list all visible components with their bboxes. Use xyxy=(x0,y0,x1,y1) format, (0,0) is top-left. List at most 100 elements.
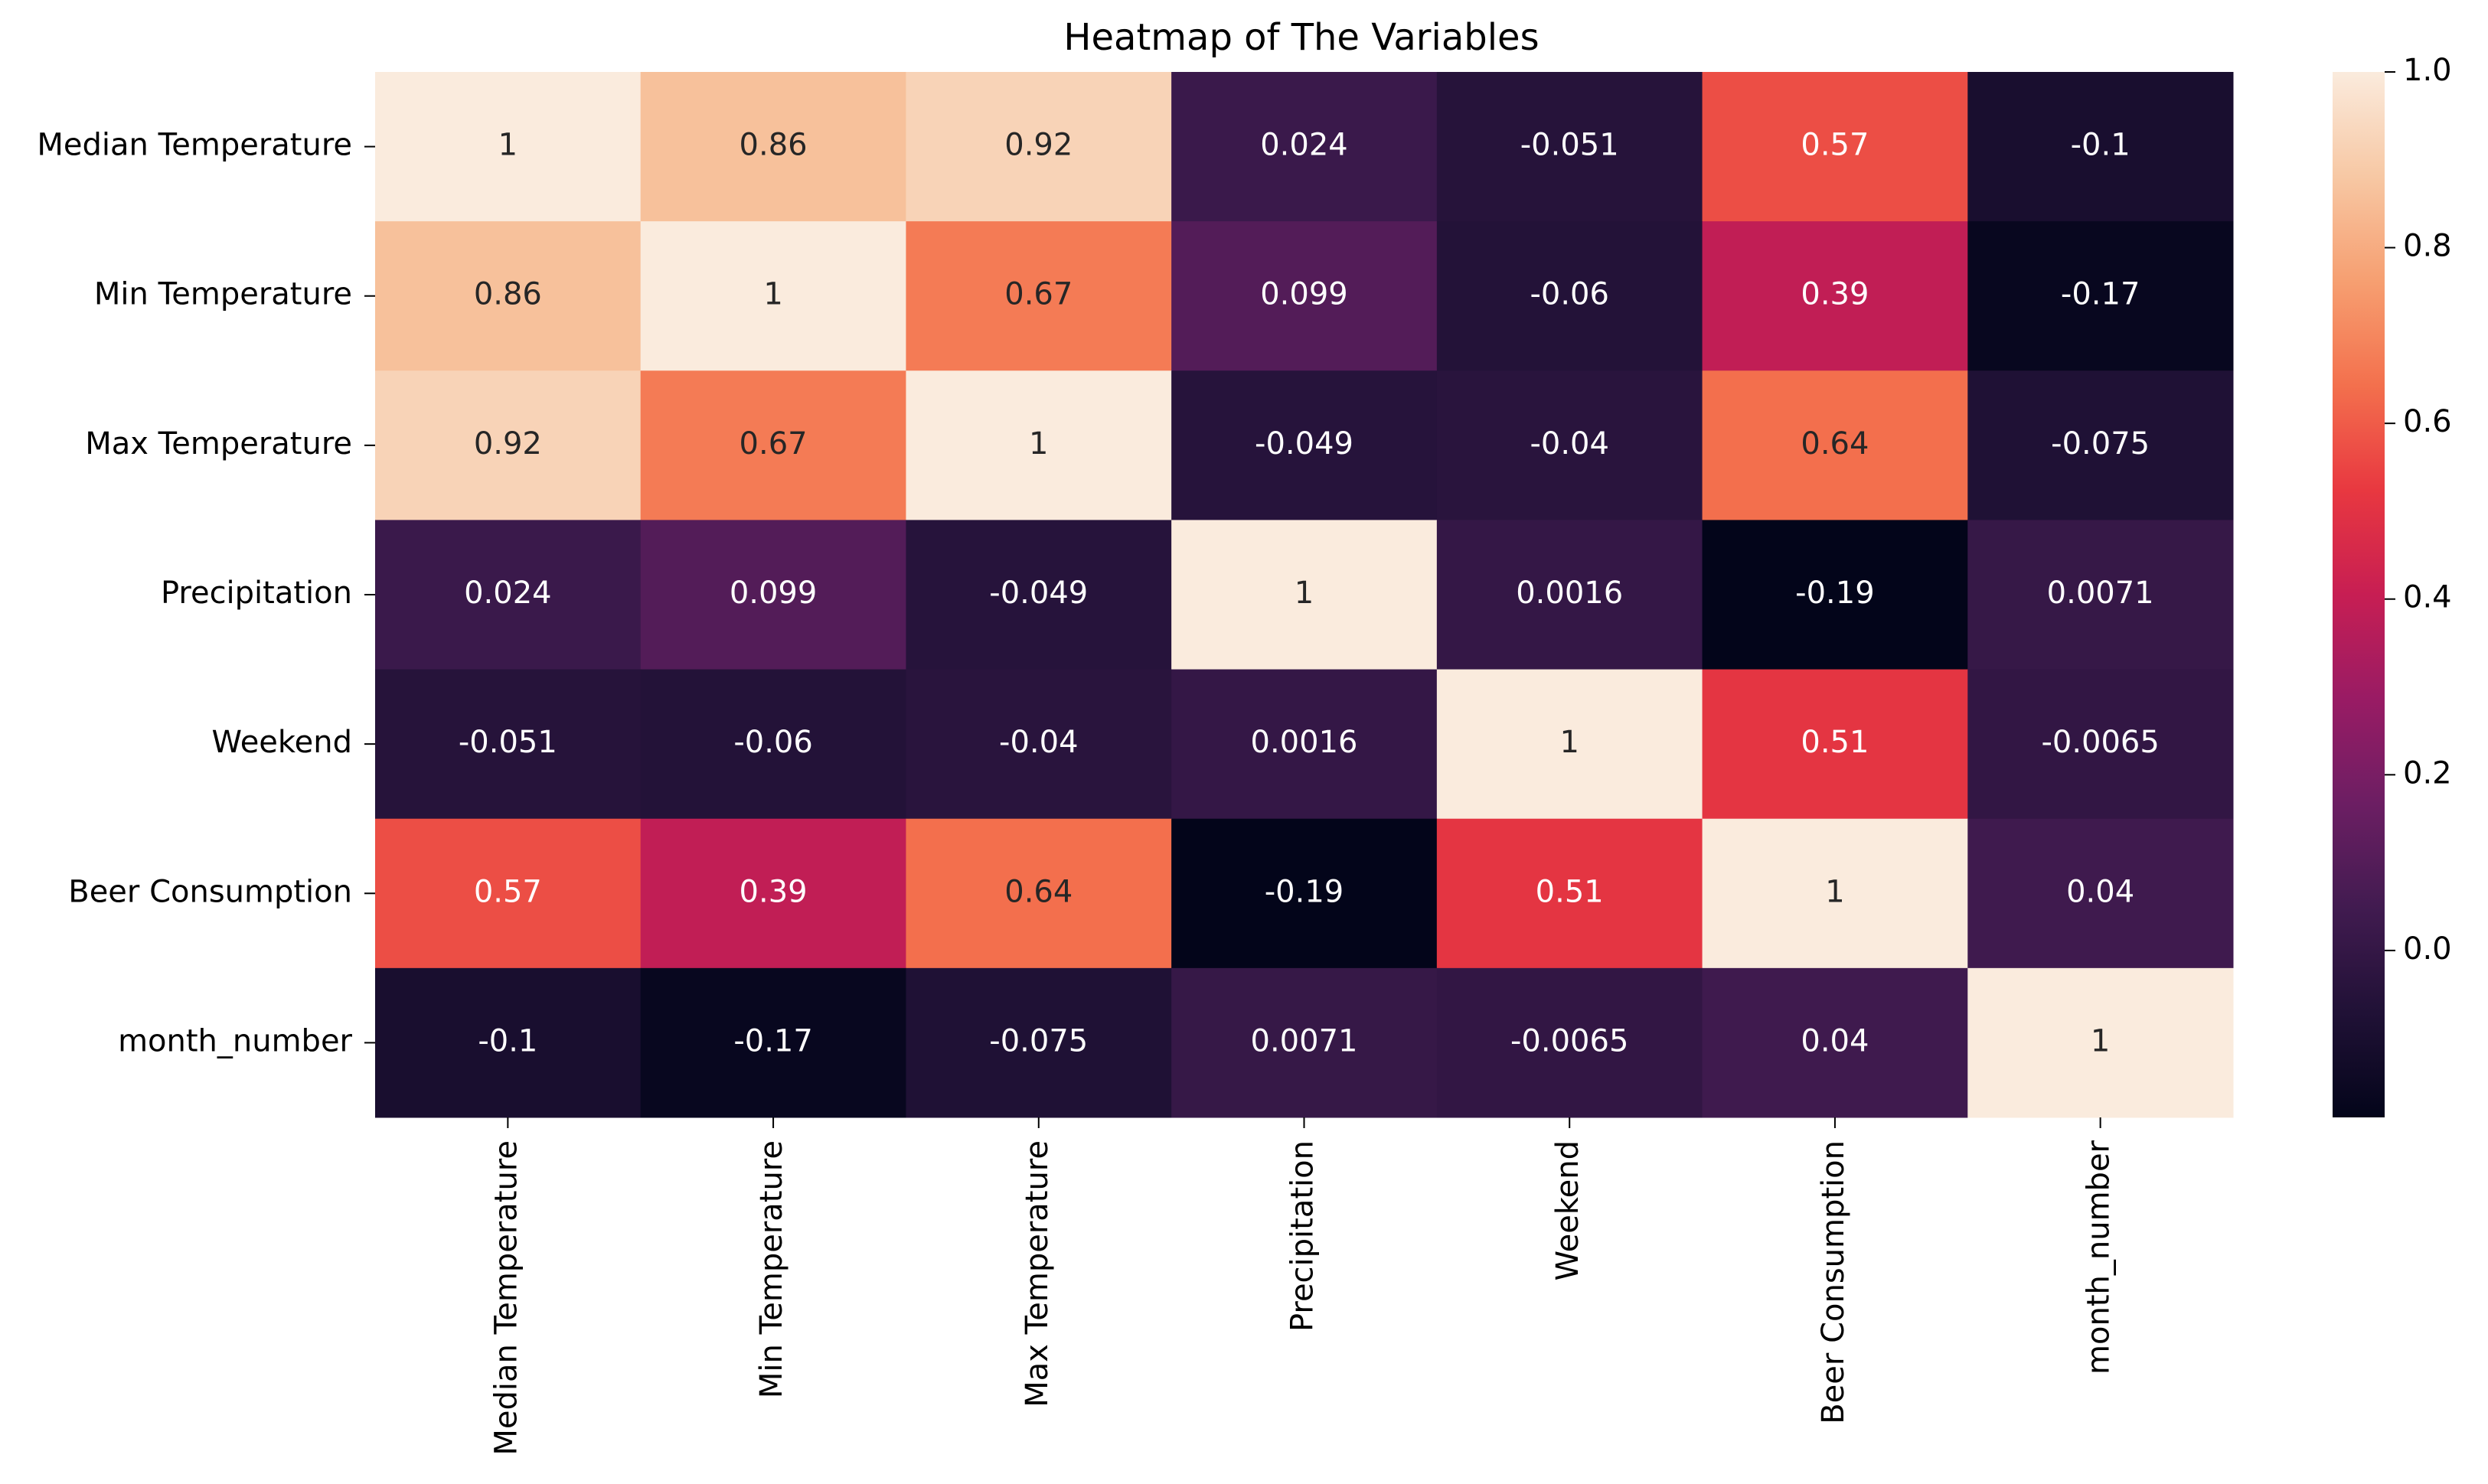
cell-value-label: 0.64 xyxy=(1004,874,1073,909)
cell-value-label: -0.04 xyxy=(1530,426,1609,462)
cell-value-label: -0.1 xyxy=(2071,128,2130,163)
cell-value-label: 0.0071 xyxy=(2047,576,2154,611)
heatmap-cell-min-temperature--beer-consumption xyxy=(1702,221,1968,371)
cell-value-label: 1 xyxy=(1825,874,1844,909)
heatmap-cell-precipitation--min-temperature xyxy=(640,520,906,670)
cell-value-label: 1 xyxy=(1295,576,1314,611)
heatmap-cell-max-temperature--month-number xyxy=(1967,370,2234,520)
cell-value-label: 1 xyxy=(763,277,782,312)
heatmap-cell-min-temperature--median-temperature xyxy=(375,221,642,371)
heatmap-cell-month-number--beer-consumption xyxy=(1702,967,1968,1118)
heatmap-cell-precipitation--median-temperature xyxy=(375,520,642,670)
y-tick-label: month_number xyxy=(118,1023,352,1058)
x-axis-ticks: Median Temperature Min Temperature Max Tem… xyxy=(488,1117,2117,1456)
heatmap-cell-median-temperature--min-temperature xyxy=(640,72,906,222)
heatmap-cell-precipitation--precipitation xyxy=(1171,520,1438,670)
chart-title: Heatmap of The Variables xyxy=(1063,16,1539,59)
y-tick-label: Min Temperature xyxy=(94,277,352,312)
x-tick-label: Min Temperature xyxy=(754,1140,789,1398)
cell-value-label: 0.099 xyxy=(730,576,818,611)
cell-value-label: -0.17 xyxy=(733,1023,813,1058)
heatmap-cell-beer-consumption--min-temperature xyxy=(640,818,906,969)
colorbar-tick-label: 0.6 xyxy=(2403,404,2452,439)
cell-value-label: 0.39 xyxy=(740,874,808,909)
x-tick-label: Beer Consumption xyxy=(1816,1140,1851,1424)
y-axis-ticks: Median Temperature Min Temperature Max Tem… xyxy=(37,128,375,1058)
heatmap-cell-median-temperature--median-temperature xyxy=(375,72,642,222)
cell-value-label: -0.17 xyxy=(2061,277,2140,312)
colorbar-tick-label: 0.2 xyxy=(2403,755,2452,791)
cell-value-label: -0.06 xyxy=(733,725,813,760)
heatmap-cell-month-number--max-temperature xyxy=(906,967,1172,1118)
heatmap-cell-beer-consumption--weekend xyxy=(1436,818,1703,969)
heatmap-cell-beer-consumption--month-number xyxy=(1967,818,2234,969)
heatmap-cell-median-temperature--weekend xyxy=(1436,72,1703,222)
cell-value-label: 0.64 xyxy=(1801,426,1869,462)
y-tick-label: Median Temperature xyxy=(37,128,352,163)
cell-value-label: 0.57 xyxy=(474,874,542,909)
heatmap-cell-min-temperature--min-temperature xyxy=(640,221,906,371)
colorbar-tick-label: 0.0 xyxy=(2403,931,2452,967)
x-tick-label: Median Temperature xyxy=(488,1140,524,1456)
heatmap-cell-precipitation--max-temperature xyxy=(906,520,1172,670)
cell-value-label: 0.86 xyxy=(474,277,542,312)
cell-value-label: 0.0016 xyxy=(1516,576,1623,611)
cell-value-label: -0.0065 xyxy=(1510,1023,1628,1058)
heatmap-cell-max-temperature--median-temperature xyxy=(375,370,642,520)
heatmap-cell-median-temperature--beer-consumption xyxy=(1702,72,1968,222)
heatmap-cells xyxy=(375,72,2234,1118)
cell-value-label: 0.024 xyxy=(1260,128,1348,163)
cell-value-label: -0.051 xyxy=(459,725,557,760)
heatmap-cell-min-temperature--precipitation xyxy=(1171,221,1438,371)
heatmap-cell-max-temperature--precipitation xyxy=(1171,370,1438,520)
heatmap-cell-beer-consumption--max-temperature xyxy=(906,818,1172,969)
heatmap-cell-beer-consumption--precipitation xyxy=(1171,818,1438,969)
colorbar-gradient xyxy=(2333,72,2385,1117)
cell-value-label: 0.92 xyxy=(1004,128,1073,163)
cell-value-label: -0.1 xyxy=(478,1023,537,1058)
cell-value-label: 0.57 xyxy=(1801,128,1869,163)
cell-value-label: -0.19 xyxy=(1265,874,1344,909)
heatmap-cell-month-number--min-temperature xyxy=(640,967,906,1118)
heatmap-cell-month-number--precipitation xyxy=(1171,967,1438,1118)
cell-value-label: 0.0016 xyxy=(1251,725,1358,760)
colorbar-tick-label: 0.8 xyxy=(2403,229,2452,264)
cell-value-label: 1 xyxy=(1559,725,1579,760)
cell-value-label: -0.075 xyxy=(989,1023,1088,1058)
cell-value-label: 0.099 xyxy=(1260,277,1348,312)
cell-value-label: 1 xyxy=(2091,1023,2110,1058)
heatmap-cell-max-temperature--min-temperature xyxy=(640,370,906,520)
heatmap-cell-beer-consumption--beer-consumption xyxy=(1702,818,1968,969)
cell-value-label: 0.04 xyxy=(2066,874,2134,909)
heatmap-cell-max-temperature--max-temperature xyxy=(906,370,1172,520)
heatmap-cell-month-number--weekend xyxy=(1436,967,1703,1118)
cell-value-label: -0.04 xyxy=(999,725,1079,760)
cell-value-label: -0.051 xyxy=(1520,128,1619,163)
cell-value-label: 0.39 xyxy=(1801,277,1869,312)
colorbar-tick-label: 1.0 xyxy=(2403,53,2452,88)
x-tick-label: Weekend xyxy=(1550,1140,1585,1281)
cell-value-label: 0.024 xyxy=(464,576,552,611)
heatmap-cell-weekend--min-temperature xyxy=(640,669,906,820)
heatmap-cell-median-temperature--precipitation xyxy=(1171,72,1438,222)
cell-value-label: 0.67 xyxy=(740,426,808,462)
cell-value-label: 0.0071 xyxy=(1251,1023,1358,1058)
cell-value-label: 1 xyxy=(498,128,518,163)
heatmap-cell-median-temperature--max-temperature xyxy=(906,72,1172,222)
cell-value-label: 0.86 xyxy=(740,128,808,163)
heatmap-cell-max-temperature--beer-consumption xyxy=(1702,370,1968,520)
colorbar: 0.0 0.2 0.4 0.6 0.8 1.0 xyxy=(2333,53,2452,1117)
cell-value-label: -0.19 xyxy=(1795,576,1875,611)
heatmap-cell-min-temperature--month-number xyxy=(1967,221,2234,371)
cell-value-label: -0.049 xyxy=(989,576,1088,611)
heatmap-cell-weekend--median-temperature xyxy=(375,669,642,820)
heatmap-cell-weekend--precipitation xyxy=(1171,669,1438,820)
y-tick-label: Precipitation xyxy=(161,576,352,611)
cell-value-label: 0.67 xyxy=(1004,277,1073,312)
heatmap-cell-median-temperature--month-number xyxy=(1967,72,2234,222)
cell-value-label: -0.049 xyxy=(1255,426,1353,462)
cell-value-label: 0.04 xyxy=(1801,1023,1869,1058)
y-tick-label: Max Temperature xyxy=(85,426,352,462)
x-tick-label: Precipitation xyxy=(1285,1140,1321,1332)
